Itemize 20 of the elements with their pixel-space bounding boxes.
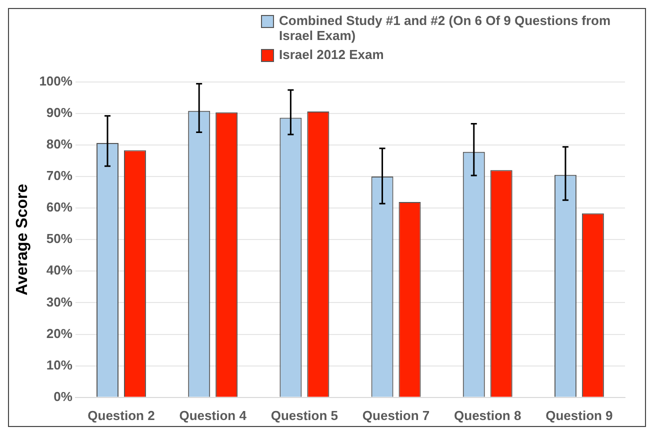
y-tick-label: 10%	[46, 357, 73, 372]
y-tick-label: 50%	[46, 231, 73, 246]
y-tick-label: 60%	[46, 200, 73, 215]
y-tick-label: 70%	[46, 168, 73, 184]
x-tick-label: Question 4	[179, 408, 248, 423]
y-tick-label: 20%	[46, 326, 73, 341]
y-axis-title: Average Score	[14, 184, 32, 296]
x-tick-label: Question 8	[454, 408, 522, 423]
y-tick-label: 30%	[46, 294, 73, 310]
x-tick-label: Question 2	[88, 408, 155, 423]
legend-label: Israel 2012 Exam	[279, 47, 384, 62]
x-tick-label: Question 9	[546, 408, 613, 423]
y-tick-label: 100%	[39, 73, 73, 88]
x-tick-label: Question 5	[270, 408, 338, 423]
y-tick-label: 90%	[46, 104, 73, 120]
y-tick-label: 80%	[46, 136, 73, 152]
y-tick-label: 40%	[46, 262, 73, 278]
x-tick-label: Question 7	[362, 408, 430, 423]
y-tick-label: 0%	[54, 388, 73, 404]
legend-label: Combined Study #1 and #2 (On 6 Of 9 Questions from Israel Exam)	[279, 13, 612, 43]
